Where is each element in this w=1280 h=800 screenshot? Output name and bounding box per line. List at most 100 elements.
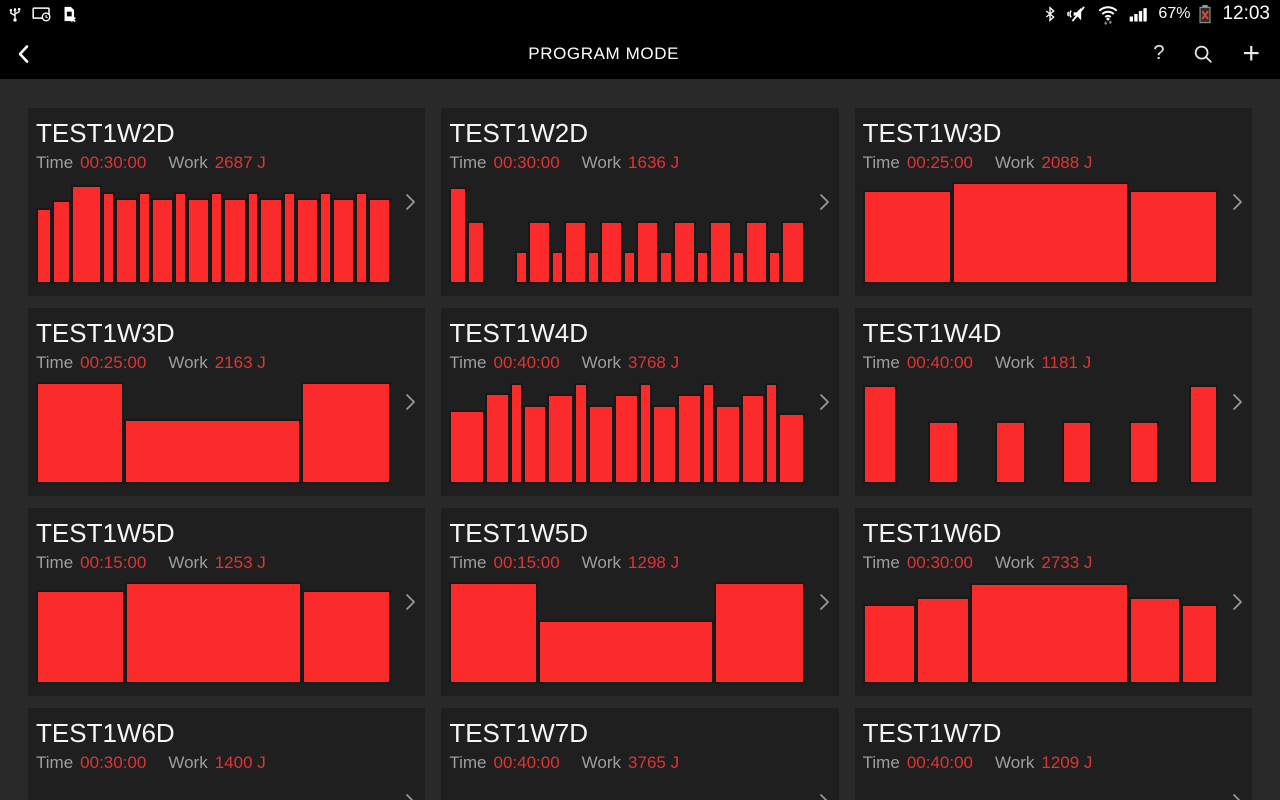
chart-bar xyxy=(187,198,211,284)
program-card[interactable]: TEST1W5D Time 00:15:00 Work 1298 J xyxy=(441,508,839,696)
search-button[interactable] xyxy=(1192,43,1214,65)
program-card[interactable]: TEST1W6D Time 00:30:00 Work 1400 J xyxy=(28,708,426,800)
chart-bar xyxy=(731,251,745,284)
chart-row xyxy=(862,382,1244,484)
program-card[interactable]: TEST1W6D Time 00:30:00 Work 2733 J xyxy=(854,508,1252,696)
program-card[interactable]: TEST1W5D Time 00:15:00 Work 1253 J xyxy=(28,508,426,696)
chart-bar xyxy=(36,382,125,484)
search-icon xyxy=(1192,43,1214,65)
program-meta: Time 00:40:00 Work 1181 J xyxy=(863,353,1244,373)
sim-missing-icon xyxy=(59,4,78,24)
work-value: 2088 J xyxy=(1041,153,1093,172)
chart-bar xyxy=(1181,604,1218,684)
work-value: 1253 J xyxy=(214,553,266,572)
time-value: 00:15:00 xyxy=(493,553,560,572)
program-bar-chart xyxy=(862,182,1218,284)
chart-row xyxy=(862,182,1244,284)
chart-bar xyxy=(695,251,709,284)
time-value: 00:30:00 xyxy=(493,153,560,172)
page-title: PROGRAM MODE xyxy=(528,43,680,63)
chart-bar xyxy=(600,220,624,284)
chart-bar xyxy=(36,590,125,684)
chart-bar xyxy=(282,192,296,284)
program-title: TEST1W6D xyxy=(36,718,175,748)
program-title: TEST1W5D xyxy=(36,518,175,548)
program-bar-chart xyxy=(36,382,392,484)
work-label: Work xyxy=(581,353,622,372)
work-label: Work xyxy=(168,353,208,372)
program-card[interactable]: TEST1W2D Time 00:30:00 Work 2687 J xyxy=(28,108,426,296)
chart-bar xyxy=(101,192,115,284)
time-label: Time xyxy=(36,753,74,772)
chart-bar xyxy=(124,418,302,484)
battery-error-icon xyxy=(1197,3,1213,25)
chart-bar xyxy=(564,220,588,284)
time-label: Time xyxy=(36,153,74,172)
time-label: Time xyxy=(862,153,900,172)
program-card[interactable]: TEST1W3D Time 00:25:00 Work 2163 J xyxy=(28,308,426,496)
wifi-icon xyxy=(1096,3,1120,25)
program-meta: Time 00:40:00 Work 1209 J xyxy=(863,753,1244,773)
chart-bar xyxy=(862,190,952,284)
chevron-right-icon xyxy=(1232,793,1243,800)
chart-bar xyxy=(1128,597,1182,684)
time-value: 00:25:00 xyxy=(906,153,973,172)
chevron-right-icon xyxy=(405,793,416,800)
chart-bar xyxy=(623,251,637,284)
program-card[interactable]: TEST1W4D Time 00:40:00 Work 1181 J xyxy=(854,308,1252,496)
chart-bar xyxy=(740,394,766,484)
work-value: 1636 J xyxy=(628,153,680,172)
usb-icon xyxy=(6,4,24,24)
program-bar-chart xyxy=(863,782,1218,800)
program-bar-chart xyxy=(862,382,1218,484)
chart-bar xyxy=(969,583,1129,684)
chart-row xyxy=(36,382,417,484)
chart-bar xyxy=(138,192,151,284)
work-value: 3765 J xyxy=(628,753,680,772)
program-meta: Time 00:40:00 Work 3765 J xyxy=(449,753,830,773)
back-icon xyxy=(14,42,34,66)
back-button[interactable] xyxy=(14,34,54,74)
chart-bar xyxy=(355,192,368,284)
clock-text: 12:03 xyxy=(1222,3,1270,24)
program-card[interactable]: TEST1W7D Time 00:40:00 Work 1209 J xyxy=(854,708,1252,800)
chart-bar xyxy=(780,220,805,284)
program-title: TEST1W7D xyxy=(449,718,589,748)
work-label: Work xyxy=(995,553,1035,572)
chart-bar xyxy=(449,409,485,484)
chevron-right-icon xyxy=(405,393,416,411)
program-bar-chart xyxy=(862,582,1218,684)
time-value: 00:40:00 xyxy=(493,353,560,372)
add-button[interactable]: + xyxy=(1242,36,1260,70)
time-label: Time xyxy=(862,753,900,772)
work-value: 1400 J xyxy=(214,753,266,772)
chart-row xyxy=(449,382,830,484)
program-meta: Time 00:40:00 Work 3768 J xyxy=(449,353,830,373)
chart-bar xyxy=(862,385,897,484)
program-card[interactable]: TEST1W2D Time 00:30:00 Work 1636 J xyxy=(441,108,839,296)
chart-bar xyxy=(510,383,524,484)
chart-bar xyxy=(995,420,1026,484)
program-grid: TEST1W2D Time 00:30:00 Work 2687 J TEST1… xyxy=(0,79,1280,800)
chart-bar xyxy=(651,405,678,484)
program-meta: Time 00:25:00 Work 2163 J xyxy=(36,353,417,373)
program-card[interactable]: TEST1W7D Time 00:40:00 Work 3765 J xyxy=(441,708,839,800)
chart-bar xyxy=(223,198,247,284)
program-card[interactable]: TEST1W4D Time 00:40:00 Work 3768 J xyxy=(441,308,839,496)
program-meta: Time 00:15:00 Work 1298 J xyxy=(449,553,830,573)
status-bar-left xyxy=(6,4,78,24)
chart-bar xyxy=(636,220,660,284)
time-label: Time xyxy=(449,353,487,372)
program-card[interactable]: TEST1W3D Time 00:25:00 Work 2088 J xyxy=(854,108,1252,296)
chevron-right-icon xyxy=(405,593,416,611)
time-label: Time xyxy=(449,753,487,772)
program-title: TEST1W4D xyxy=(449,318,589,348)
chart-bar xyxy=(301,382,392,484)
status-bar-right: 67% 12:03 xyxy=(1042,3,1274,25)
program-title: TEST1W4D xyxy=(862,318,1002,348)
help-button[interactable]: ? xyxy=(1153,42,1165,64)
program-bar-chart xyxy=(449,382,805,484)
work-value: 1209 J xyxy=(1041,753,1093,772)
chart-bar xyxy=(302,590,392,684)
work-label: Work xyxy=(168,553,208,572)
